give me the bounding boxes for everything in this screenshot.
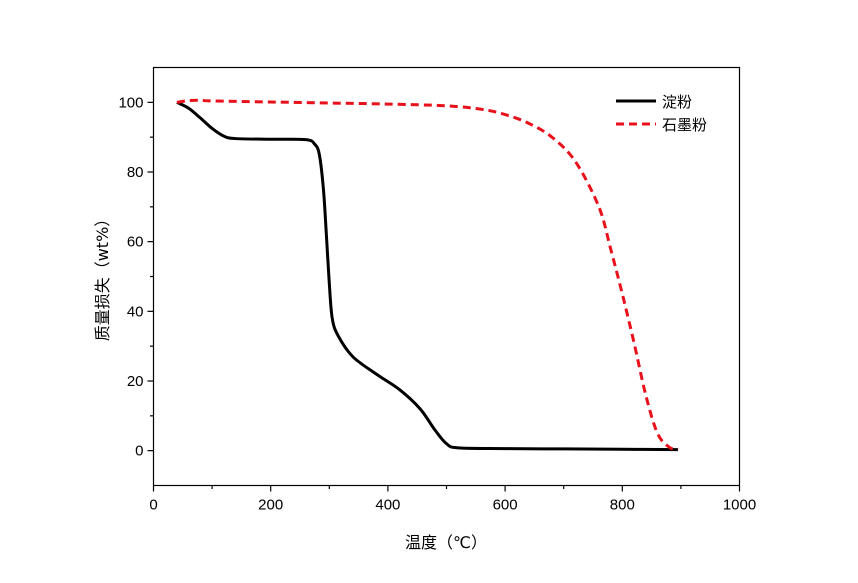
x-tick-label: 400: [375, 497, 400, 514]
x-axis-title: 温度（℃）: [405, 533, 487, 552]
y-tick-label: 20: [127, 373, 144, 390]
y-tick-label: 40: [127, 303, 144, 320]
x-tick-label: 200: [258, 497, 283, 514]
y-tick-label: 80: [127, 164, 144, 181]
series-group: [176, 98, 679, 452]
legend-label-1: 石墨粉: [662, 116, 707, 134]
plot-frame: [152, 66, 741, 487]
y-tick-label: 60: [127, 234, 144, 251]
x-tick-label: 1000: [723, 497, 756, 514]
axis-ticks: 0 200 400 600 800 1000 0 20 40 60 80 100: [118, 94, 756, 513]
y-tick-label: 0: [135, 443, 143, 460]
x-tick-label: 600: [493, 497, 518, 514]
legend-label-0: 淀粉: [662, 93, 692, 111]
x-tick-label: 0: [149, 497, 157, 514]
y-tick-label: 100: [118, 94, 143, 111]
y-axis-title: 质量损失（wt%）: [93, 211, 112, 342]
x-tick-label: 800: [610, 497, 635, 514]
series-line-1: [176, 98, 679, 452]
series-line-0: [176, 100, 678, 452]
